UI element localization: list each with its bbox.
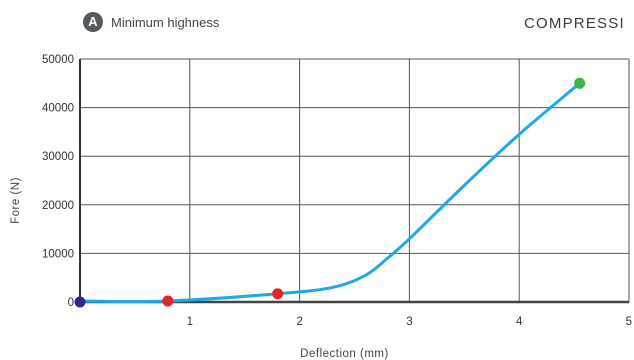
data-markers [74, 77, 586, 308]
chart-subtitle: Minimum highness [111, 15, 220, 30]
chart-heading: COMPRESSI [524, 15, 625, 32]
data-point-marker [162, 295, 174, 307]
x-tick-label: 3 [406, 316, 412, 328]
axes [79, 59, 629, 304]
x-tick-labels: 1 2 3 4 5 [187, 316, 632, 328]
data-point-marker [574, 77, 586, 89]
y-tick-label: 50000 [42, 54, 74, 66]
y-tick-label: 20000 [42, 200, 74, 212]
series-line [79, 82, 581, 304]
y-axis-label: Fore (N) [10, 177, 22, 224]
x-tick-label: 2 [296, 316, 302, 328]
x-axis-label: Deflection (mm) [300, 348, 389, 360]
y-tick-label: 40000 [42, 103, 74, 115]
x-tick-label: 1 [187, 316, 193, 328]
x-tick-label: 4 [516, 316, 523, 328]
data-point-marker [272, 288, 284, 300]
data-point-marker [74, 296, 86, 308]
x-tick-label: 5 [626, 316, 632, 328]
y-tick-label: 10000 [42, 248, 74, 260]
section-badge: A [83, 12, 103, 32]
y-tick-labels: 0 10000 20000 30000 40000 50000 [42, 54, 74, 309]
y-tick-label: 0 [68, 297, 74, 309]
y-tick-label: 30000 [42, 151, 74, 163]
grid-lines [80, 58, 630, 303]
